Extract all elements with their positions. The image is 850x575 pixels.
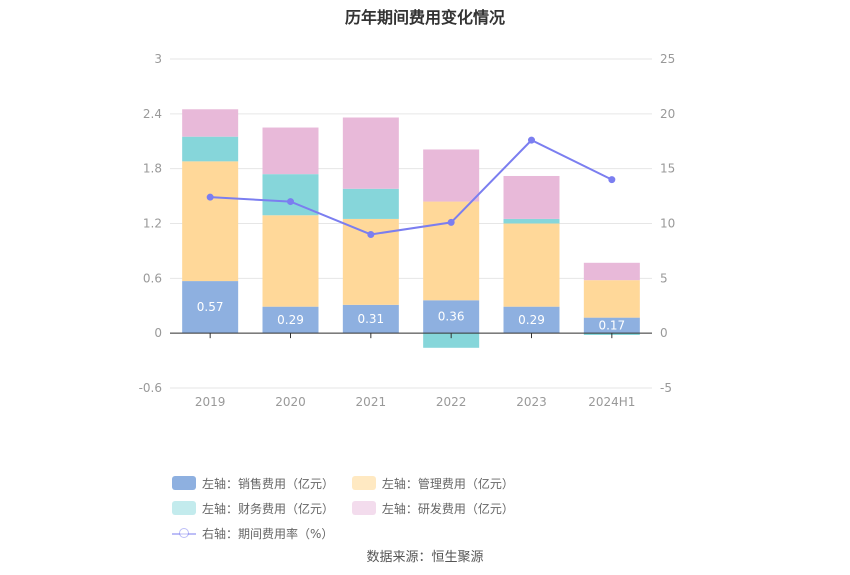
bar-segment[interactable]	[503, 175, 560, 219]
chart-title: 历年期间费用变化情况	[344, 8, 505, 27]
legend-label-sales: 左轴：销售费用（亿元）	[202, 476, 335, 491]
bar-segment[interactable]	[182, 109, 239, 137]
bar-segment[interactable]	[423, 201, 480, 301]
x-axis-tick-label: 2021	[356, 395, 387, 409]
legend-item-rd[interactable]: 左轴：研发费用（亿元）	[351, 497, 514, 519]
legend-item-finance[interactable]: 左轴：财务费用（亿元）	[172, 497, 334, 519]
x-axis-tick-label: 2023	[516, 395, 547, 409]
legend-item-admin[interactable]: 左轴：管理费用（亿元）	[351, 472, 514, 494]
bar-segment[interactable]	[182, 281, 239, 334]
bar-data-label: 0.29	[277, 313, 304, 327]
bar-segment[interactable]	[503, 218, 560, 224]
axis-layer: 3 2.4 1.8 1.2 0.6 0 -0.6 25 20 15 10 5 0 -5 2019 2020 20…	[139, 52, 676, 409]
rate-point[interactable]	[367, 230, 375, 238]
bar-segment[interactable]	[342, 188, 399, 219]
legend-label-rd: 左轴：研发费用（亿元）	[381, 501, 514, 516]
rate-point[interactable]	[608, 176, 616, 184]
bar-segment[interactable]	[262, 127, 319, 175]
grid-lines	[170, 58, 652, 389]
bar-segment[interactable]	[262, 306, 319, 334]
chart-plot: 3 2.4 1.8 1.2 0.6 0 -0.6 25 20 15 10 5 0 -5 2019 2020 20…	[139, 52, 676, 409]
bar-data-label: 0.36	[438, 310, 465, 324]
bar-data-label: 0.17	[598, 318, 625, 332]
bar-label-layer: 0.57 0.29 0.31 0.36 0.29 0.17	[197, 300, 625, 332]
bar-segment[interactable]	[583, 280, 640, 318]
right-axis-tick-label: 5	[660, 271, 668, 285]
left-axis-tick-label: 1.2	[143, 217, 162, 231]
legend-swatch-sales	[172, 476, 196, 490]
rate-line-layer	[206, 136, 616, 238]
legend-item-rate[interactable]: 右轴：期间费用率（%）	[172, 522, 333, 544]
rate-line	[210, 138, 613, 236]
left-axis-tick-label: 0.6	[143, 271, 162, 285]
data-source: 数据来源：恒生聚源	[366, 550, 484, 565]
x-axis-tick-label: 2019	[195, 395, 226, 409]
rate-point[interactable]	[287, 198, 294, 206]
bar-segment[interactable]	[503, 306, 560, 334]
legend-swatch-rate	[172, 526, 196, 540]
bar-segment[interactable]	[423, 333, 480, 348]
bar-segment[interactable]	[182, 136, 239, 162]
x-axis-tick-label: 2022	[436, 395, 467, 409]
legend-swatch-rd	[351, 501, 376, 515]
legend-label-admin: 左轴：管理费用（亿元）	[381, 476, 514, 491]
right-axis-tick-label: -5	[660, 381, 672, 395]
x-axis-tick-label: 2020	[275, 395, 306, 409]
legend-label-finance: 左轴：财务费用（亿元）	[202, 501, 335, 516]
right-axis-tick-label: 15	[660, 162, 675, 176]
legend: 左轴：销售费用（亿元） 左轴：管理费用（亿元） 左轴：财务费用（亿元） 左轴：研…	[172, 472, 692, 547]
right-axis-tick-label: 0	[660, 326, 668, 340]
right-axis-tick-label: 25	[660, 52, 675, 66]
bar-layer	[182, 109, 640, 348]
bar-segment[interactable]	[262, 215, 319, 307]
legend-swatch-finance	[172, 501, 196, 515]
x-axis-tick-label: 2024H1	[588, 395, 635, 409]
right-axis-tick-label: 10	[660, 217, 675, 231]
bar-data-label: 0.31	[357, 312, 384, 326]
bar-segment[interactable]	[423, 300, 480, 334]
rate-point[interactable]	[528, 136, 535, 144]
left-axis-tick-label: -0.6	[139, 381, 162, 395]
bar-segment[interactable]	[503, 223, 560, 307]
rate-point[interactable]	[447, 218, 455, 226]
legend-item-sales[interactable]: 左轴：销售费用（亿元）	[172, 472, 334, 494]
bar-segment[interactable]	[182, 161, 239, 282]
bar-segment[interactable]	[583, 317, 640, 334]
bar-segment[interactable]	[423, 149, 480, 202]
left-axis-tick-label: 0	[154, 326, 162, 340]
legend-label-rate: 右轴：期间费用率（%）	[202, 526, 334, 541]
bar-segment[interactable]	[342, 304, 399, 334]
bar-data-label: 0.29	[518, 313, 545, 327]
left-axis-tick-label: 1.8	[143, 162, 162, 176]
bar-segment[interactable]	[583, 262, 640, 281]
bar-segment[interactable]	[342, 117, 399, 189]
rate-point[interactable]	[206, 193, 214, 201]
bar-data-label: 0.57	[197, 300, 224, 314]
right-axis-tick-label: 20	[660, 107, 675, 121]
legend-swatch-admin	[351, 476, 376, 490]
left-axis-tick-label: 3	[154, 52, 162, 66]
left-axis-tick-label: 2.4	[143, 107, 162, 121]
